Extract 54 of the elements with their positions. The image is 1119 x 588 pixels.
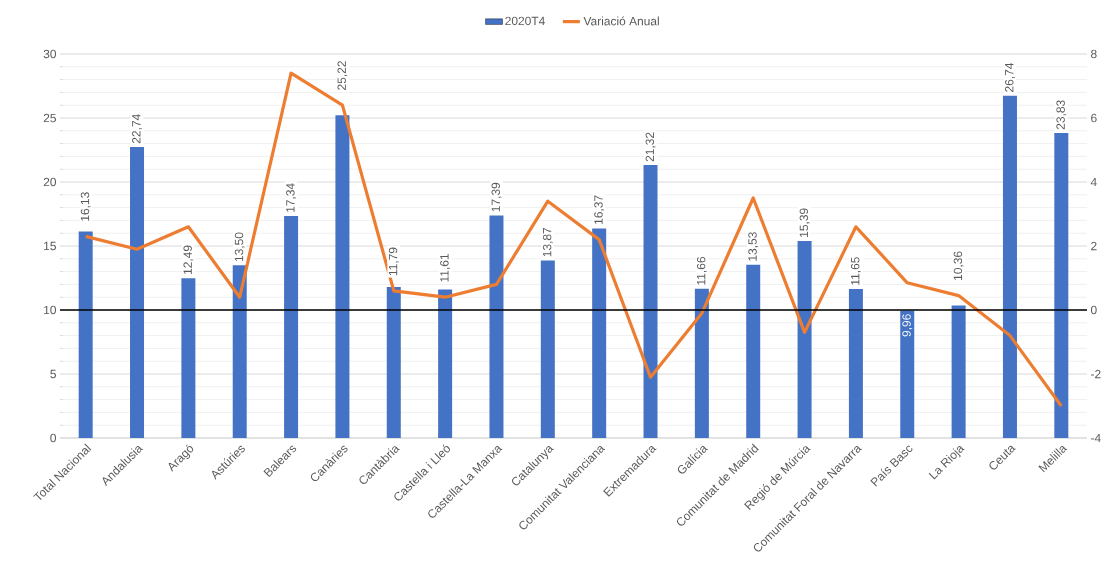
y-tick-label: 0 <box>50 433 57 443</box>
y2-tick-label: 8 <box>1091 49 1097 59</box>
y2-tick-label: 4 <box>1090 177 1097 187</box>
data-label: 11,66 <box>696 257 707 285</box>
bar <box>335 115 350 438</box>
bar <box>78 231 93 438</box>
data-label: 9,96 <box>902 314 913 337</box>
data-label: 13,87 <box>542 227 553 257</box>
data-label: 25,22 <box>337 61 348 90</box>
bar <box>848 288 863 438</box>
bar <box>592 228 607 438</box>
legend-label: Variació Anual <box>583 16 659 26</box>
bar <box>643 165 658 438</box>
y2-tick-label: 0 <box>1090 305 1097 315</box>
data-label: 17,34 <box>286 183 297 212</box>
data-label: 11,79 <box>388 247 399 276</box>
legend-label: 2020T4 <box>505 16 545 26</box>
bar <box>951 305 966 438</box>
bar <box>386 287 401 438</box>
data-label: 11,61 <box>440 254 451 282</box>
data-label: 11,65 <box>850 257 861 285</box>
y2-tick-label: -4 <box>1091 433 1101 443</box>
data-label: 23,83 <box>1056 100 1067 130</box>
bar <box>694 288 709 438</box>
data-label: 22,74 <box>132 114 142 144</box>
y-tick-label: 30 <box>43 49 57 59</box>
bar <box>1002 95 1017 438</box>
bar <box>181 278 196 438</box>
bar <box>284 216 299 438</box>
data-label: 21,32 <box>645 132 656 162</box>
data-label: 12,49 <box>183 245 194 275</box>
y-tick-label: 10 <box>44 305 57 315</box>
data-label: 16,37 <box>594 195 605 224</box>
bar <box>489 215 504 438</box>
bar <box>130 146 145 438</box>
y-tick-label: 5 <box>50 369 56 379</box>
y-tick-label: 15 <box>44 241 56 251</box>
bar <box>900 310 915 438</box>
data-label: 13,53 <box>748 232 759 261</box>
y2-tick-label: -2 <box>1091 369 1101 379</box>
y2-tick-label: 2 <box>1091 241 1097 251</box>
data-label: 10,36 <box>953 251 964 280</box>
y-tick-label: 20 <box>43 177 57 187</box>
data-label: 13,50 <box>234 232 245 262</box>
data-label: 15,39 <box>799 208 810 237</box>
y2-tick-label: 6 <box>1091 113 1097 123</box>
data-label: 17,39 <box>491 182 502 212</box>
data-label: 16,13 <box>80 192 91 221</box>
bar <box>797 241 812 438</box>
bar <box>438 289 453 438</box>
y-tick-label: 25 <box>43 113 56 123</box>
bar <box>746 264 761 438</box>
bar <box>232 265 247 438</box>
data-label: 26,74 <box>1005 62 1015 92</box>
